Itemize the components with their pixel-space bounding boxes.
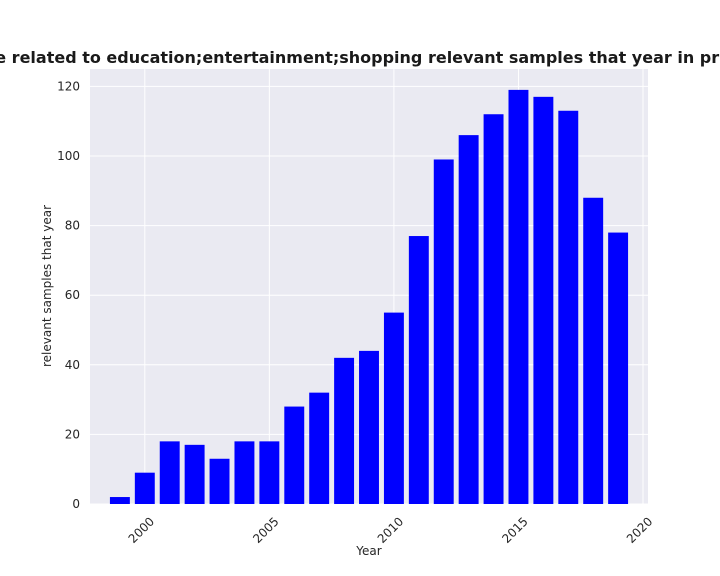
bar-2013: [458, 135, 479, 504]
y-tick-label: 80: [65, 219, 80, 233]
bar-2009: [359, 350, 379, 504]
bar-2001: [159, 441, 180, 504]
bar-2019: [608, 232, 629, 504]
y-tick-label: 0: [72, 497, 80, 511]
y-tick-labels: 0 20 40 60 80 100 120: [57, 79, 80, 511]
bar-2015: [508, 89, 529, 504]
bar-2011: [408, 236, 429, 505]
bar-2008: [334, 357, 355, 504]
bar-2000: [134, 472, 155, 504]
x-tick-label: 2000: [126, 514, 157, 545]
bar-1999: [109, 497, 130, 504]
bar-2016: [533, 96, 554, 504]
chart-title: ories are related to education;entertain…: [0, 48, 720, 67]
bar-2012: [433, 159, 454, 505]
bar-2010: [383, 312, 404, 504]
y-tick-label: 120: [57, 79, 80, 93]
x-tick-label: 2005: [250, 514, 281, 545]
x-tick-labels: 2000 2005 2010 2015 2020: [126, 514, 656, 545]
bars-group: [109, 89, 629, 505]
bar-2006: [284, 406, 305, 504]
x-tick-label: 2015: [499, 514, 530, 545]
bar-2018: [583, 197, 604, 504]
y-tick-label: 20: [65, 427, 80, 441]
bar-2007: [309, 392, 330, 504]
y-axis-label: relevant samples that year: [40, 205, 54, 367]
y-tick-label: 40: [65, 358, 80, 372]
x-axis-label: Year: [355, 544, 381, 558]
bar-2002: [184, 444, 205, 504]
x-tick-label: 2020: [624, 514, 655, 545]
x-tick-label: 2010: [375, 514, 406, 545]
bar-2004: [234, 441, 255, 504]
y-tick-label: 100: [57, 149, 80, 163]
bar-2003: [209, 458, 230, 504]
bar-2014: [483, 114, 504, 505]
bar-2017: [558, 110, 579, 504]
y-tick-label: 60: [65, 288, 80, 302]
bar-2005: [259, 441, 280, 504]
